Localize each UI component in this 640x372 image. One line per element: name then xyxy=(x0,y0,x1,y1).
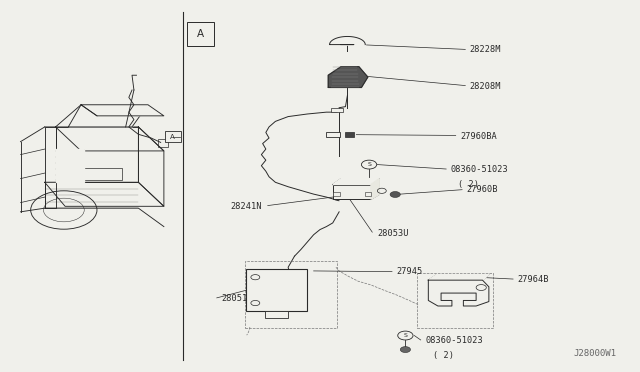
Bar xyxy=(265,311,288,318)
Polygon shape xyxy=(45,127,56,208)
Polygon shape xyxy=(68,105,148,127)
Text: ( 2): ( 2) xyxy=(433,350,454,360)
Bar xyxy=(157,139,168,147)
Polygon shape xyxy=(328,67,368,87)
Polygon shape xyxy=(56,127,138,182)
Text: A: A xyxy=(170,134,175,140)
Bar xyxy=(326,132,340,137)
Text: 28208M: 28208M xyxy=(470,82,501,91)
Circle shape xyxy=(390,192,400,198)
Text: 28241N: 28241N xyxy=(231,202,262,211)
Polygon shape xyxy=(56,149,84,182)
Bar xyxy=(346,132,355,137)
Text: ( 2): ( 2) xyxy=(458,180,479,189)
Text: 08360-51023: 08360-51023 xyxy=(425,336,483,345)
Text: 27964B: 27964B xyxy=(518,275,549,283)
Bar xyxy=(246,269,307,311)
Bar xyxy=(365,192,371,196)
Polygon shape xyxy=(81,105,164,116)
Polygon shape xyxy=(428,280,489,306)
Polygon shape xyxy=(56,127,164,151)
Bar xyxy=(332,108,343,112)
Text: 08360-51023: 08360-51023 xyxy=(451,165,508,174)
Polygon shape xyxy=(138,127,164,206)
Circle shape xyxy=(400,347,410,353)
Polygon shape xyxy=(330,36,365,45)
Polygon shape xyxy=(45,182,164,206)
Text: J28000W1: J28000W1 xyxy=(573,349,616,358)
Text: 28053U: 28053U xyxy=(378,230,409,238)
Text: 28051: 28051 xyxy=(221,294,248,303)
Text: S: S xyxy=(403,333,407,338)
Polygon shape xyxy=(333,179,380,185)
FancyBboxPatch shape xyxy=(188,22,214,46)
Polygon shape xyxy=(428,275,489,280)
Text: 27960B: 27960B xyxy=(467,185,498,194)
Text: 27945: 27945 xyxy=(396,267,422,276)
Text: 27960BA: 27960BA xyxy=(460,132,497,141)
Polygon shape xyxy=(371,179,380,199)
Text: 28228M: 28228M xyxy=(470,45,501,54)
Bar xyxy=(333,192,340,196)
Bar xyxy=(333,185,371,199)
Bar xyxy=(84,168,122,180)
FancyBboxPatch shape xyxy=(164,131,181,142)
Text: A: A xyxy=(197,29,204,39)
Text: S: S xyxy=(367,162,371,167)
